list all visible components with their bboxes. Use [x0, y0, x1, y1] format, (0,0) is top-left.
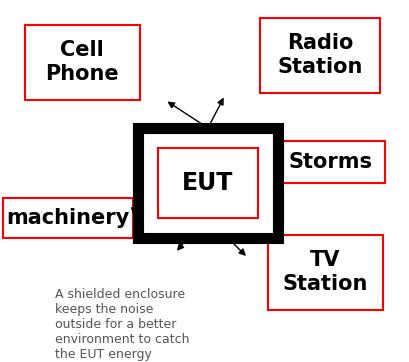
Text: Radio
Station: Radio Station: [277, 33, 363, 77]
Bar: [138, 128, 278, 238]
Text: Cell
Phone: Cell Phone: [45, 41, 119, 84]
Bar: [267, 235, 382, 310]
Text: A shielded enclosure
keeps the noise
outside for a better
environment to catch
t: A shielded enclosure keeps the noise out…: [55, 288, 189, 361]
Text: TV
Station: TV Station: [282, 251, 368, 294]
Text: machinery: machinery: [7, 208, 130, 228]
Text: EUT: EUT: [182, 171, 234, 195]
Bar: [25, 25, 139, 100]
Bar: [3, 198, 133, 238]
Text: Storms: Storms: [288, 152, 372, 172]
Bar: [275, 141, 385, 183]
Bar: [260, 17, 380, 93]
Bar: [158, 148, 258, 218]
